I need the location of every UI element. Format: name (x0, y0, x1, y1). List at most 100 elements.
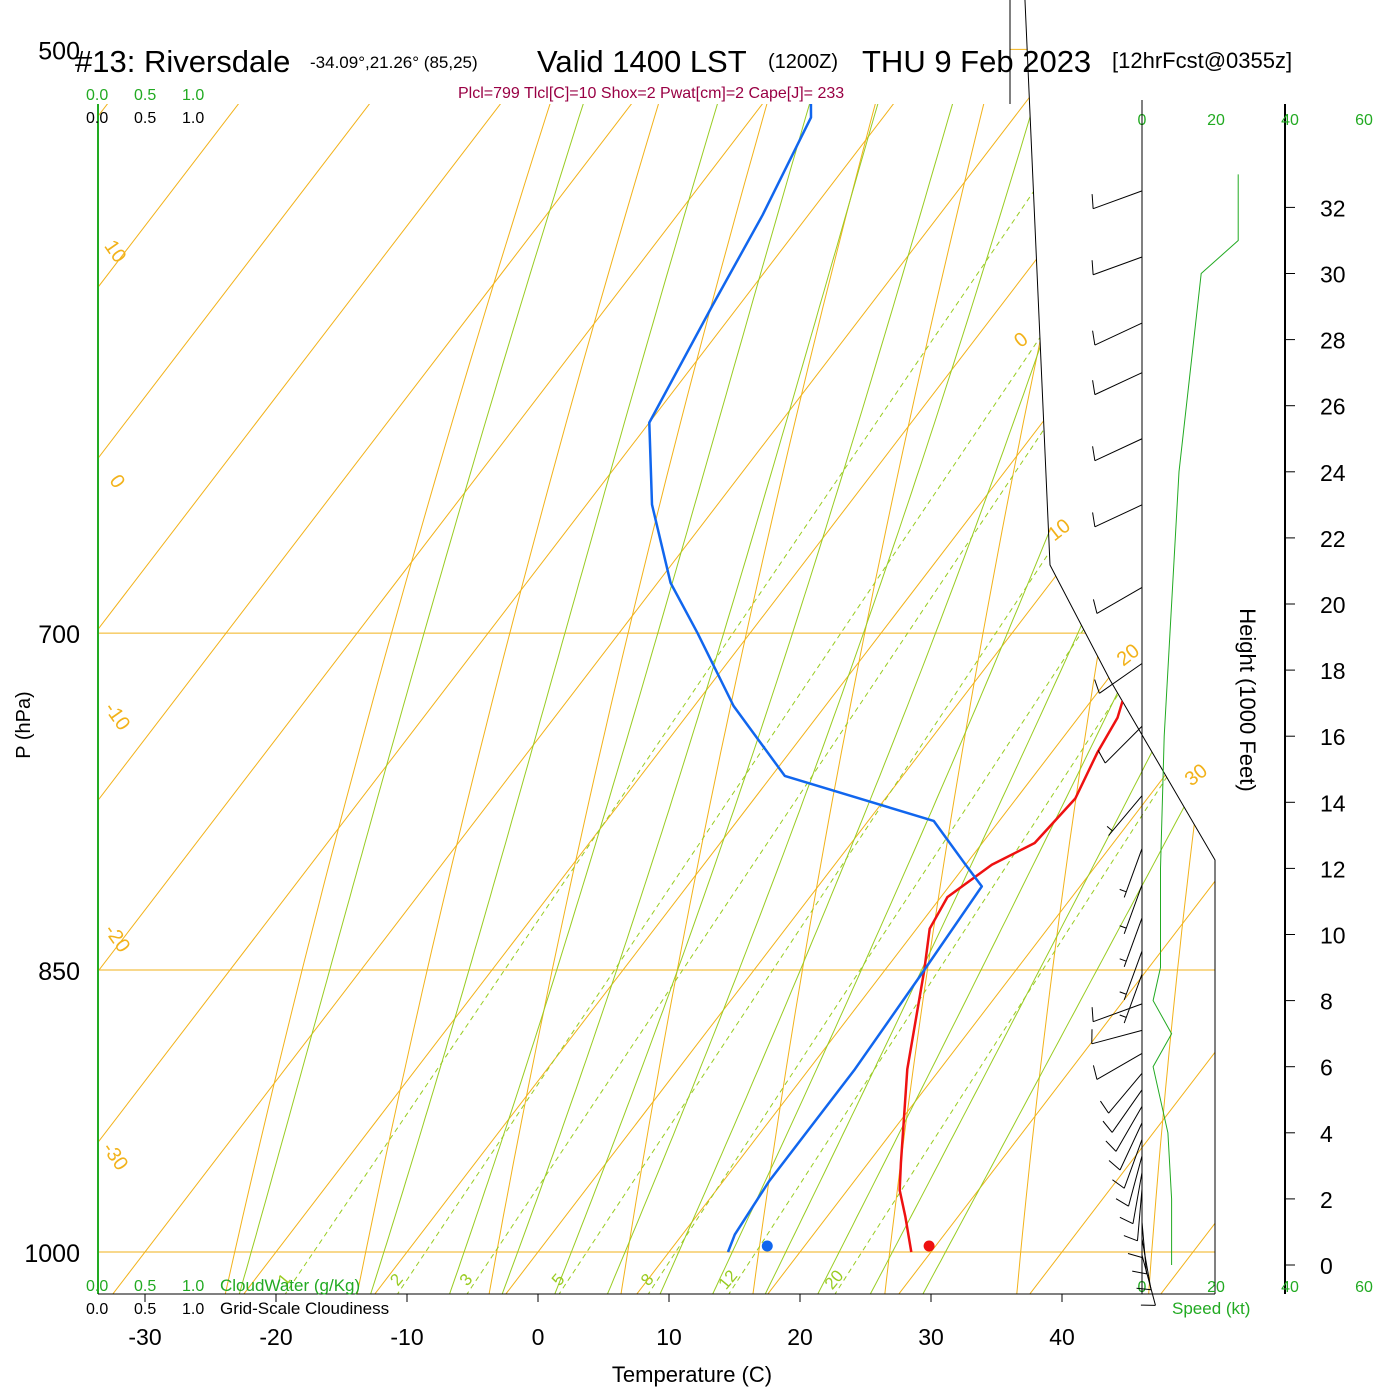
moist-adiabat (812, 0, 1215, 1294)
moist-adiabat (865, 0, 1215, 1294)
speed-axis-label: Speed (kt) (1172, 1299, 1250, 1318)
wind-barb (1136, 1238, 1152, 1291)
wind-barb (1092, 504, 1143, 528)
dry-adiabat (751, 0, 1215, 1294)
speed-tick-top: 20 (1207, 112, 1225, 129)
wind-barb (1106, 795, 1143, 836)
height-tick-label: 22 (1320, 526, 1346, 552)
x-tick-label: 30 (918, 1324, 944, 1350)
moist-adiabat (917, 0, 1215, 1294)
valid-zulu: (1200Z) (768, 51, 838, 73)
wind-barb (1119, 917, 1143, 968)
isotherm-label: -30 (98, 1138, 133, 1174)
cloud-scale-bottom-green-2: 1.0 (182, 1278, 204, 1295)
isotherm-label: -10 (100, 698, 135, 734)
wind-barb (1115, 1155, 1143, 1207)
x-tick-label: -20 (259, 1324, 292, 1350)
moist-adiabat (550, 0, 1215, 1294)
surface-markers (761, 1240, 935, 1252)
wind-barb (1100, 1072, 1143, 1114)
pressure-tick-label: 850 (38, 958, 80, 986)
axes: -30 -20 -10 0 10 20 30 40 2 5 0 30 0 40 0 500 700 850 1000… (24, 37, 1346, 1350)
moist-adiabat (655, 0, 1215, 1294)
pressure-tick-label: 500 (38, 37, 80, 65)
isotherm-line (1153, 0, 1215, 1294)
y-axis-title: P (hPa) (13, 691, 35, 758)
wind-barb (1119, 848, 1143, 898)
isotherm-line (760, 0, 1215, 1294)
speed-tick-bottom: 20 (1207, 1279, 1225, 1296)
mixing-ratio-line (641, 0, 1215, 1294)
moist-adiabat (236, 0, 1037, 1294)
mixing-ratio-label: 8 (637, 1270, 658, 1289)
wind-barb (1091, 190, 1143, 210)
station-coords: -34.09°,21.26° (85,25) (310, 53, 478, 72)
background-grid (98, 0, 1215, 1294)
cloud-scale-top-green-0: 0.0 (86, 87, 108, 104)
height-tick-label: 4 (1320, 1121, 1333, 1147)
height-tick-label: 28 (1320, 328, 1346, 354)
isotherm-label: 30 (1181, 760, 1212, 791)
surface-temperature-dot (923, 1240, 935, 1252)
height-tick-label: 20 (1320, 592, 1346, 618)
moist-adiabat (603, 0, 1215, 1294)
pressure-tick-label: 700 (38, 621, 80, 649)
valid-date: THU 9 Feb 2023 (862, 44, 1091, 79)
x-tick-label: 40 (1049, 1324, 1075, 1350)
wind-speed-profile (1152, 174, 1239, 1265)
height-tick-label: 12 (1320, 856, 1346, 882)
dry-adiabat (1147, 0, 1215, 1294)
speed-tick-top: 60 (1355, 112, 1373, 129)
dry-adiabat (354, 0, 1095, 1294)
x-tick-label: 10 (656, 1324, 682, 1350)
isotherm-line (498, 0, 1215, 1294)
wind-barb (1091, 256, 1143, 276)
dry-adiabat (222, 0, 1007, 1294)
dry-adiabat (486, 0, 1183, 1294)
speed-tick-bottom: 40 (1281, 1279, 1299, 1296)
wind-barb (1123, 1188, 1143, 1242)
wind-barb (1127, 1205, 1143, 1258)
profile-lines (648, 0, 1400, 1253)
moist-adiabat (445, 0, 1215, 1294)
isotherm-line (98, 0, 1215, 1294)
wind-barb (1140, 1254, 1156, 1306)
moist-adiabat (707, 0, 1215, 1294)
isotherm-line (629, 0, 1215, 1294)
wind-barb (1092, 372, 1143, 396)
wind-barb (1119, 884, 1143, 934)
cloudiness-label: Grid-Scale Cloudiness (220, 1299, 389, 1318)
plot-frame (97, 0, 1286, 1295)
dry-adiabat (619, 0, 1215, 1294)
wind-barb (1112, 1139, 1143, 1189)
mixing-ratio-label: 20 (821, 1266, 848, 1293)
wind-barb (1091, 1003, 1143, 1023)
speed-tick-bottom: 60 (1355, 1279, 1373, 1296)
wind-barb (1119, 973, 1143, 1024)
isotherm-label: 20 (1113, 640, 1144, 671)
mixing-ratio-label: 5 (548, 1270, 569, 1289)
wind-barb (1108, 1122, 1143, 1171)
wind-barb (1119, 950, 1143, 1001)
cloud-scale-bottom-green-0: 0.0 (86, 1278, 108, 1295)
valid-time: Valid 1400 LST (537, 44, 747, 79)
pressure-tick-label: 1000 (24, 1240, 80, 1268)
parcel-profile (1260, 0, 1400, 199)
wind-barb (1132, 1221, 1148, 1275)
height-tick-label: 10 (1320, 923, 1346, 949)
wind-barb (1105, 1106, 1143, 1152)
height-tick-label: 8 (1320, 989, 1333, 1015)
moist-adiabat (498, 0, 1215, 1294)
x-tick-label: -10 (390, 1324, 423, 1350)
isotherm-line (367, 0, 1215, 1294)
isotherm-line (98, 0, 1215, 1294)
mixing-ratio-line (278, 0, 1215, 1294)
wind-barb (1119, 1172, 1143, 1225)
cloud-scale-bottom-black-1: 0.5 (134, 1301, 156, 1318)
dry-adiabat (883, 0, 1215, 1294)
isotherm-label: 0 (1010, 328, 1032, 352)
wind-barb (1092, 1053, 1143, 1080)
cloud-scale-top-black-0: 0.0 (86, 110, 108, 127)
right-boundary (1009, 0, 1216, 1294)
